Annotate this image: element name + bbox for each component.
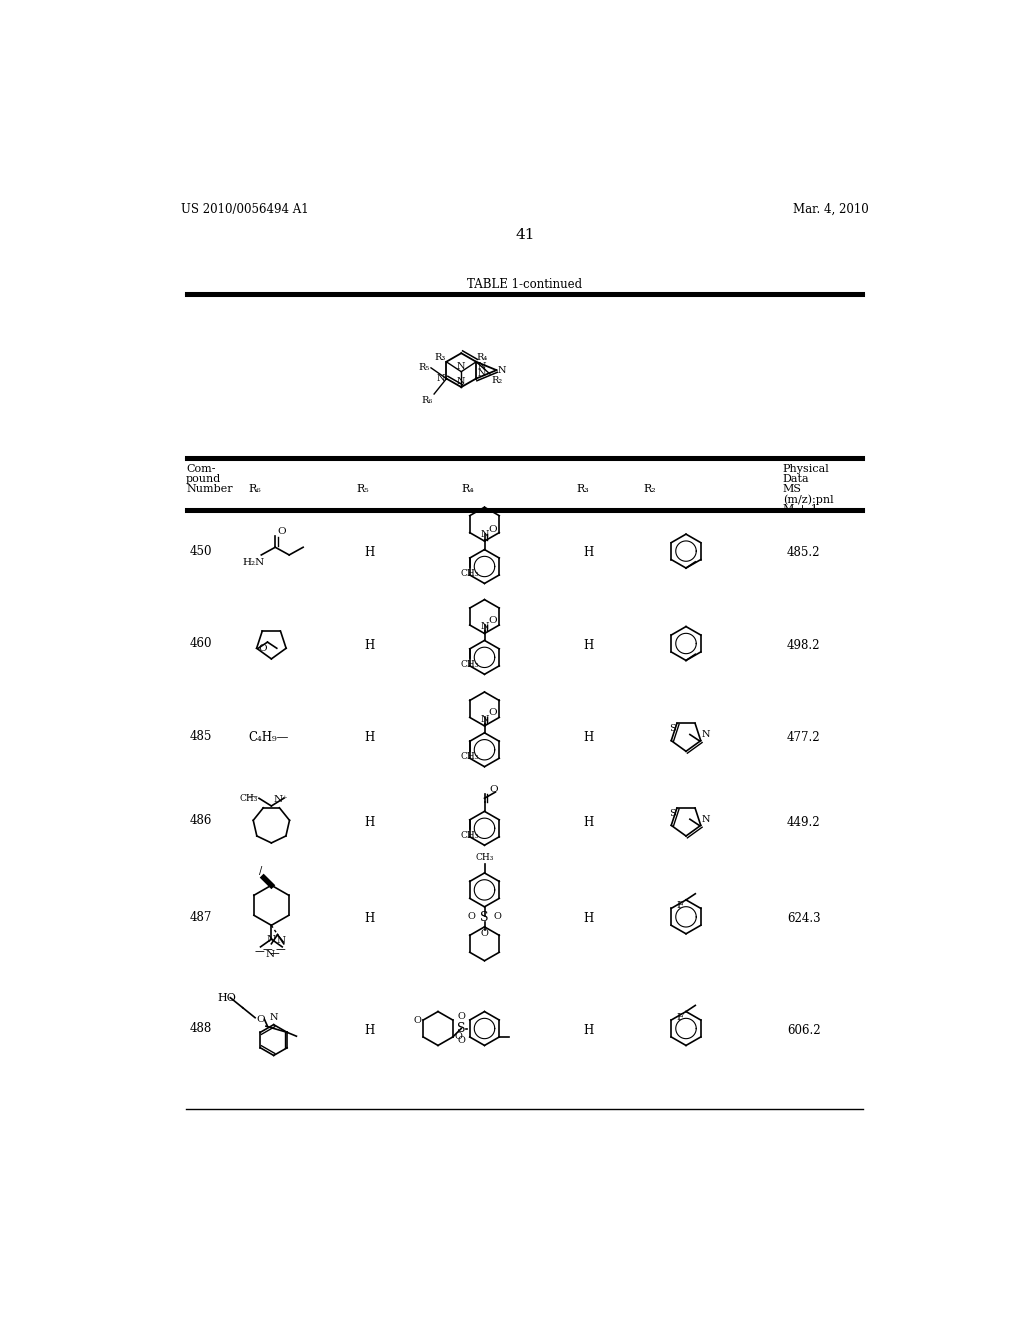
Text: MS: MS: [783, 484, 802, 494]
Text: CH₃: CH₃: [461, 569, 479, 578]
Text: R₅: R₅: [356, 484, 370, 494]
Text: CH₃: CH₃: [461, 752, 479, 762]
Text: O: O: [480, 929, 488, 939]
Text: N: N: [267, 935, 275, 944]
Text: Mar. 4, 2010: Mar. 4, 2010: [794, 203, 869, 216]
Text: 606.2: 606.2: [786, 1024, 820, 1038]
Text: H: H: [584, 1024, 594, 1038]
Text: CH₃: CH₃: [461, 660, 479, 669]
Text: CH₃: CH₃: [239, 793, 257, 803]
Text: CH₃: CH₃: [475, 853, 494, 862]
Text: R₂: R₂: [643, 484, 656, 494]
Text: N: N: [477, 368, 486, 378]
Text: O: O: [257, 1015, 265, 1024]
Text: Data: Data: [783, 474, 810, 484]
Text: —: —: [254, 946, 264, 957]
Text: 498.2: 498.2: [786, 639, 820, 652]
Text: N: N: [480, 529, 488, 539]
Text: F: F: [677, 1014, 684, 1022]
Text: R₅: R₅: [418, 363, 429, 372]
Text: H: H: [365, 816, 375, 829]
Text: Physical: Physical: [783, 465, 829, 474]
Text: N: N: [701, 814, 710, 824]
Text: 477.2: 477.2: [786, 731, 820, 744]
Text: H: H: [584, 639, 594, 652]
Text: H: H: [584, 816, 594, 829]
Text: pound: pound: [186, 474, 221, 484]
Text: CH₃: CH₃: [461, 830, 479, 840]
Text: N: N: [269, 1014, 278, 1022]
Text: 487: 487: [190, 911, 212, 924]
Text: —: —: [262, 944, 272, 954]
Text: HO: HO: [217, 993, 236, 1003]
Text: F: F: [677, 902, 684, 911]
Text: 624.3: 624.3: [786, 912, 820, 925]
Text: 450: 450: [190, 545, 213, 558]
Text: O: O: [488, 709, 497, 718]
Text: C₄H₉—: C₄H₉—: [248, 731, 289, 744]
Text: S: S: [457, 1022, 466, 1035]
Text: N: N: [480, 714, 488, 723]
Text: N: N: [457, 362, 466, 371]
Text: H: H: [365, 731, 375, 744]
Text: N: N: [701, 730, 710, 739]
Text: S: S: [670, 725, 676, 733]
Text: 488: 488: [190, 1022, 212, 1035]
Text: S: S: [480, 911, 488, 924]
Text: N: N: [480, 622, 488, 631]
Text: O: O: [488, 525, 497, 535]
Text: (m/z):pnl: (m/z):pnl: [783, 494, 834, 504]
Text: O: O: [258, 644, 267, 653]
Text: R₄: R₄: [461, 484, 474, 494]
Text: O: O: [278, 528, 286, 536]
Text: R₂: R₂: [492, 376, 503, 384]
Text: O: O: [458, 1012, 465, 1020]
Text: O: O: [467, 912, 475, 920]
Text: —: —: [269, 948, 280, 958]
Text: S: S: [670, 809, 676, 818]
Text: R₆: R₆: [248, 484, 261, 494]
Text: US 2010/0056494 A1: US 2010/0056494 A1: [180, 203, 308, 216]
Text: N: N: [457, 376, 466, 385]
Text: N: N: [436, 374, 445, 383]
Text: —: —: [248, 792, 257, 801]
Text: H: H: [584, 731, 594, 744]
Text: H: H: [365, 639, 375, 652]
Text: N⁺: N⁺: [273, 796, 289, 804]
Text: 460: 460: [190, 638, 213, 651]
Text: O: O: [489, 785, 498, 795]
Text: Com-: Com-: [186, 465, 216, 474]
Text: H: H: [584, 546, 594, 560]
Text: H: H: [365, 546, 375, 560]
Text: TABLE 1-continued: TABLE 1-continued: [467, 277, 583, 290]
Text: 449.2: 449.2: [786, 816, 820, 829]
Text: O: O: [488, 616, 497, 626]
Text: Number: Number: [186, 484, 232, 494]
Text: 41: 41: [515, 227, 535, 242]
Text: H: H: [365, 1024, 375, 1038]
Text: N: N: [265, 950, 274, 958]
Text: 485: 485: [190, 730, 212, 743]
Text: 485.2: 485.2: [786, 546, 820, 560]
Text: O: O: [414, 1015, 422, 1024]
Text: /: /: [259, 866, 262, 876]
Text: N: N: [498, 366, 507, 375]
Text: N: N: [276, 936, 285, 945]
Text: O: O: [494, 912, 502, 920]
Text: O: O: [455, 1032, 462, 1041]
Text: R₃: R₃: [434, 352, 445, 362]
Text: H: H: [584, 912, 594, 925]
Text: R₄: R₄: [477, 352, 488, 362]
Text: N: N: [477, 363, 486, 371]
Text: O: O: [458, 1036, 465, 1045]
Text: H₂N: H₂N: [243, 558, 264, 568]
Text: M + 1: M + 1: [783, 504, 818, 513]
Text: 486: 486: [190, 814, 212, 828]
Text: R₆: R₆: [421, 396, 432, 404]
Text: —: —: [275, 944, 286, 954]
Text: R₃: R₃: [575, 484, 589, 494]
Text: H: H: [365, 912, 375, 925]
